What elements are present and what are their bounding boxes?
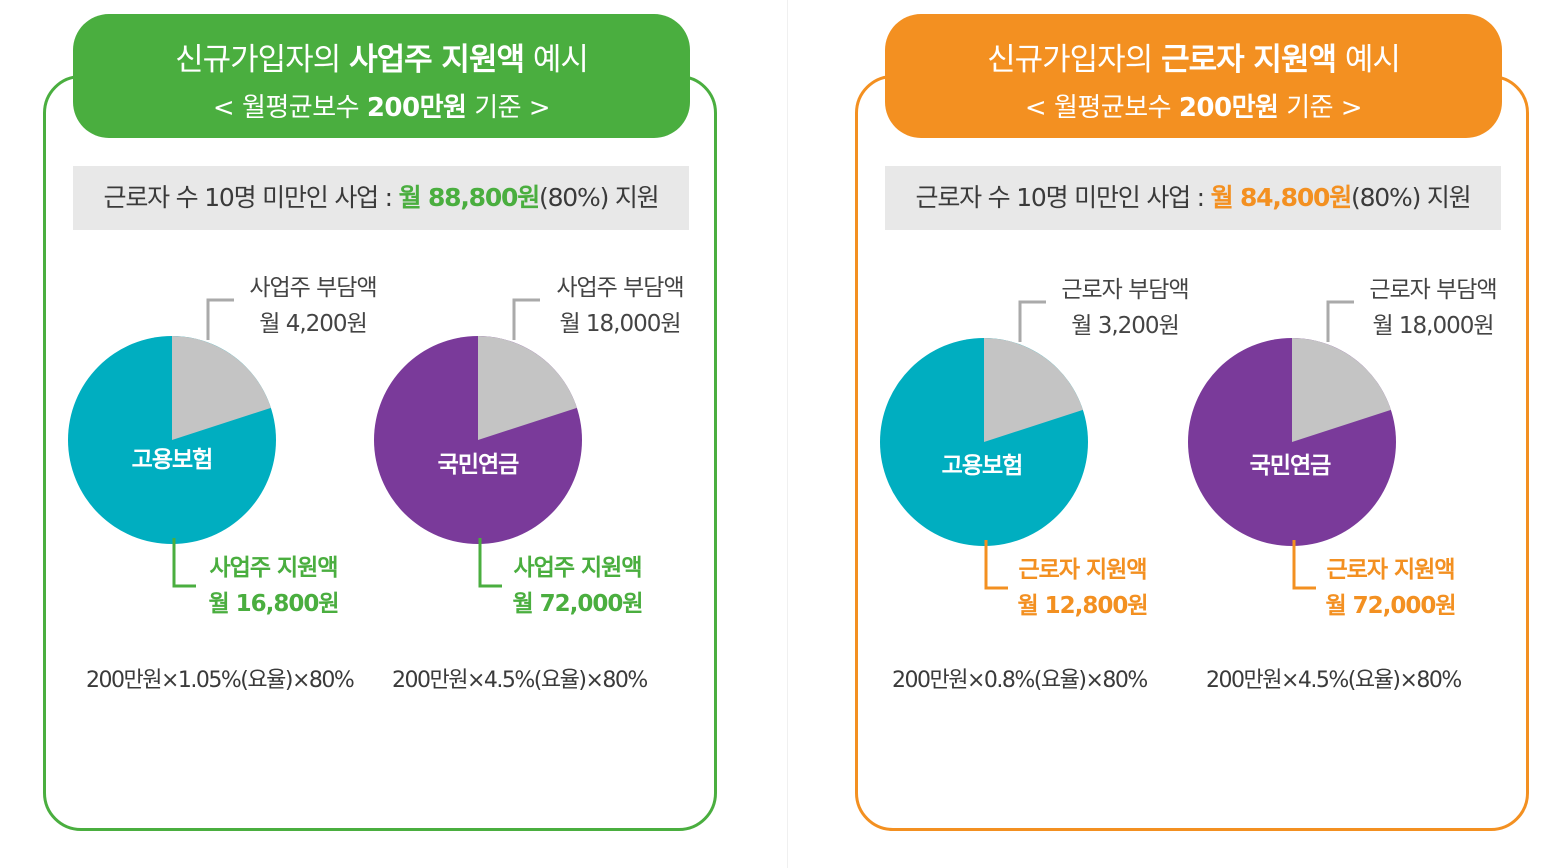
- support-leader-line: [478, 538, 502, 588]
- support-callout: 근로자 지원액 월 12,800원: [1017, 557, 1148, 619]
- burden-leader-line: [512, 298, 540, 340]
- burden-leader-line: [206, 298, 234, 340]
- pie-slice-burden: [478, 336, 577, 440]
- burden-callout: 사업주 부담액 월 18,000원: [556, 275, 684, 337]
- support-callout: 사업주 지원액 월 16,800원: [208, 555, 339, 617]
- pie-label-employment-insurance: 고용보험: [131, 447, 214, 473]
- support-callout: 근로자 지원액 월 72,000원: [1325, 557, 1456, 619]
- formula-text: 200만원×4.5%(요율)×80%: [392, 668, 648, 693]
- formula-text: 200만원×1.05%(요율)×80%: [86, 668, 355, 693]
- pie-label-national-pension: 국민연금: [1249, 453, 1332, 479]
- burden-callout: 근로자 부담액 월 18,000원: [1369, 277, 1497, 339]
- panel-subtitle: < 월평균보수 200만원 기준 >: [1024, 93, 1363, 123]
- support-leader-line: [172, 538, 196, 588]
- pie-slice-burden: [1292, 338, 1391, 442]
- support-leader-line: [984, 540, 1008, 590]
- panel-title: 신규가입자의 근로자 지원액 예시: [987, 42, 1401, 78]
- summary-banner: 근로자 수 10명 미만인 사업 : 월 88,800원(80%) 지원: [73, 166, 689, 230]
- pie-slice-burden: [172, 336, 271, 440]
- panel-header: 신규가입자의 사업주 지원액 예시 < 월평균보수 200만원 기준 >: [73, 14, 690, 138]
- pie-slice-burden: [984, 338, 1083, 442]
- support-leader-line: [1292, 540, 1316, 590]
- pie-charts-svg: [880, 300, 1396, 590]
- panel-divider: [787, 0, 788, 868]
- burden-leader-line: [1018, 300, 1046, 342]
- burden-callout: 근로자 부담액 월 3,200원: [1061, 277, 1189, 339]
- pie-label-national-pension: 국민연금: [437, 452, 520, 478]
- summary-banner: 근로자 수 10명 미만인 사업 : 월 84,800원(80%) 지원: [885, 166, 1501, 230]
- pie-label-employment-insurance: 고용보험: [941, 453, 1024, 479]
- burden-leader-line: [1326, 300, 1354, 342]
- panel-title: 신규가입자의 사업주 지원액 예시: [175, 42, 589, 78]
- formula-text: 200만원×4.5%(요율)×80%: [1206, 668, 1462, 693]
- formula-text: 200만원×0.8%(요율)×80%: [892, 668, 1148, 693]
- employer-support-panel: 신규가입자의 사업주 지원액 예시 < 월평균보수 200만원 기준 > 근로자…: [0, 0, 720, 868]
- burden-callout: 사업주 부담액 월 4,200원: [249, 275, 377, 337]
- support-callout: 사업주 지원액 월 72,000원: [512, 555, 643, 617]
- panel-subtitle: < 월평균보수 200만원 기준 >: [212, 93, 551, 123]
- panel-header: 신규가입자의 근로자 지원액 예시 < 월평균보수 200만원 기준 >: [885, 14, 1502, 138]
- worker-support-panel: 신규가입자의 근로자 지원액 예시 < 월평균보수 200만원 기준 > 근로자…: [812, 0, 1532, 868]
- pie-charts-svg: [68, 298, 582, 588]
